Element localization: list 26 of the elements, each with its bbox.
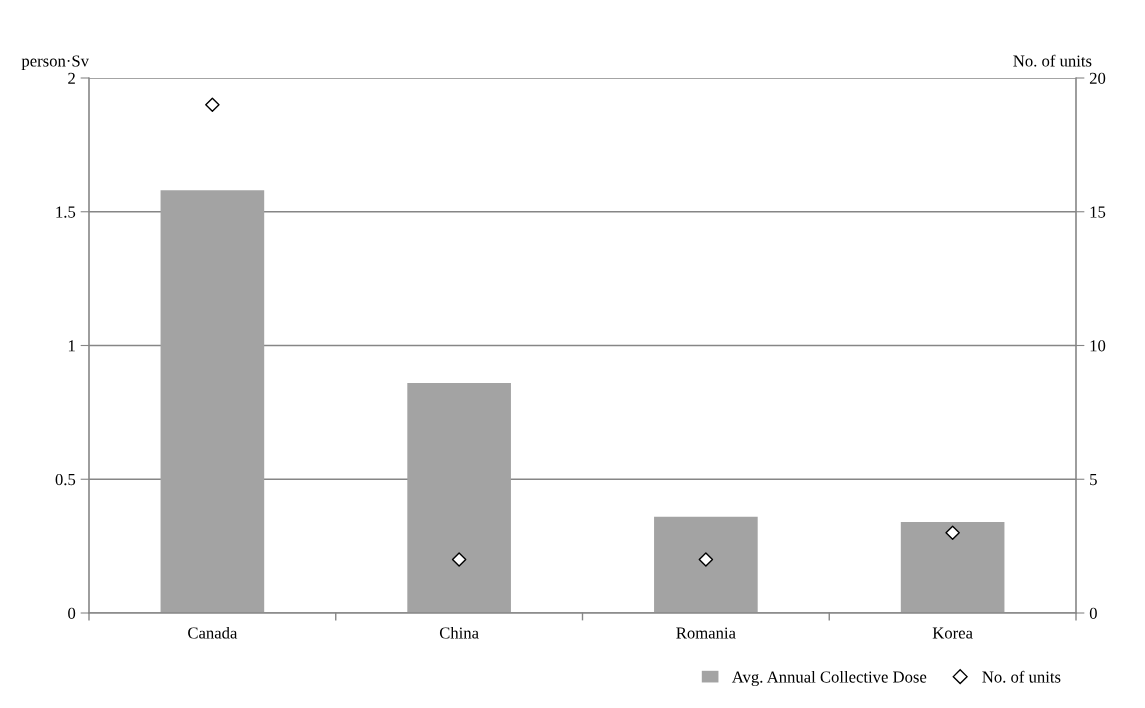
- y2-tick-label: 20: [1089, 72, 1106, 84]
- legend-label: No. of units: [982, 670, 1061, 683]
- point: [945, 525, 960, 541]
- y2-tick-label: 10: [1090, 340, 1106, 352]
- bar: [407, 382, 511, 613]
- bar: [900, 522, 1005, 613]
- y-tick-label: 1: [68, 340, 75, 352]
- bar: [160, 190, 265, 613]
- y2-tick-label: 15: [1090, 206, 1106, 218]
- y-tick-label: 1.5: [56, 206, 76, 218]
- bar: [654, 516, 758, 613]
- legend-label: Avg. Annual Collective Dose: [731, 670, 927, 687]
- y2-axis-title: No. of units: [1013, 54, 1092, 67]
- y-tick-label: 2: [68, 72, 75, 84]
- point: [451, 552, 467, 567]
- point: [698, 552, 714, 567]
- x-tick-label: Romania: [676, 627, 736, 639]
- y2-tick-label: 5: [1090, 474, 1097, 486]
- y-tick-label: 0: [68, 607, 76, 619]
- y-axis-title: person·Sv: [21, 55, 89, 70]
- x-tick-label: Korea: [932, 627, 973, 639]
- x-tick-label: China: [439, 626, 479, 639]
- x-tick-label: Canada: [188, 626, 238, 639]
- point: [205, 97, 220, 113]
- y2-tick-label: 0: [1089, 607, 1097, 619]
- y-tick-label: 0.5: [55, 473, 76, 486]
